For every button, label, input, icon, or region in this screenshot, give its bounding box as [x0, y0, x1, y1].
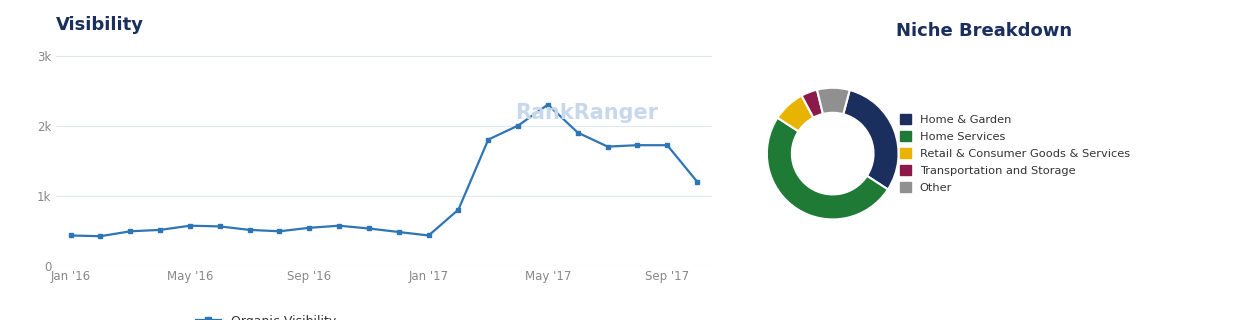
Wedge shape [817, 88, 849, 114]
Wedge shape [766, 118, 888, 220]
Wedge shape [777, 96, 813, 132]
Legend: Organic Visibility: Organic Visibility [191, 310, 340, 320]
Text: Niche Breakdown: Niche Breakdown [896, 22, 1072, 40]
Text: Visibility: Visibility [56, 17, 144, 35]
Text: RankRanger: RankRanger [515, 103, 659, 123]
Wedge shape [801, 90, 823, 118]
Wedge shape [843, 90, 899, 189]
Legend: Home & Garden, Home Services, Retail & Consumer Goods & Services, Transportation: Home & Garden, Home Services, Retail & C… [900, 115, 1130, 193]
